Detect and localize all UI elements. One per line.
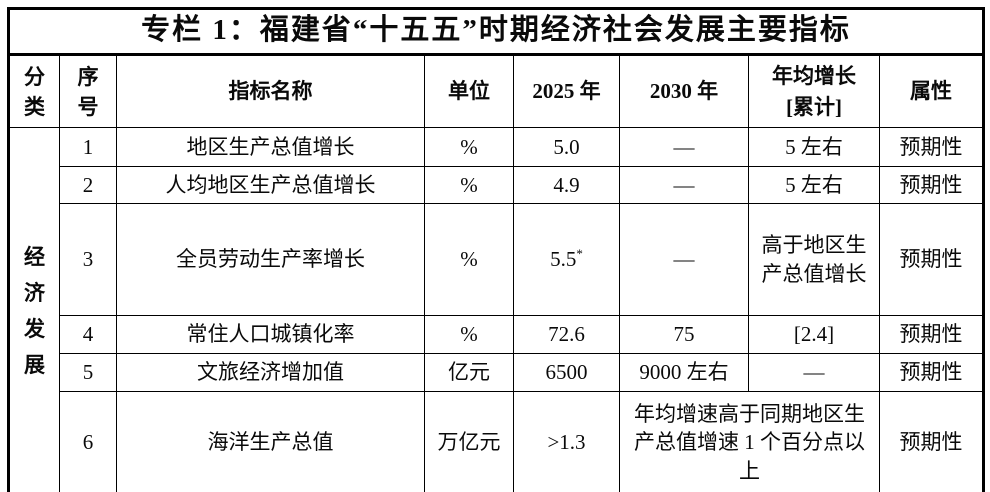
footnote-asterisk: * [576,246,583,262]
col-header-growth: 年均增长 [累计] [748,54,880,129]
unit-value: % [424,127,514,168]
table-row-4: 4 常住人口城镇化率 % 72.6 75 [2.4] 预期性 [9,315,985,355]
value-2030: — [619,166,749,205]
col-header-category-label: 分类 [24,64,45,119]
row-no: 2 [59,166,117,205]
attribute-value: 预期性 [878,166,985,205]
col-header-growth-line2: [累计] [786,94,842,119]
indicator-name: 文旅经济增加值 [116,353,425,393]
attribute-value: 预期性 [878,127,985,168]
unit-value: % [424,203,514,317]
growth-note-merged: 年均增速高于同期地区生产总值增速 1 个百分点以上 [619,391,880,492]
row-no: 4 [59,315,117,355]
indicator-name: 海洋生产总值 [116,391,425,492]
header-row: 分类 序号 指标名称 单位 2025 年 2030 年 年均增长 [累计] 属性 [8,54,985,129]
value-2025: >1.3 [513,391,620,492]
col-header-no: 序号 [59,54,117,129]
value-2025: 72.6 [513,315,620,355]
category-cell: 经济发展 [8,127,60,492]
value-2030: 9000 左右 [619,353,749,393]
indicators-table: 专栏 1：福建省“十五五”时期经济社会发展主要指标 分类 序号 指标名称 单位 … [7,7,986,492]
row-no: 6 [59,391,117,492]
title-row: 专栏 1：福建省“十五五”时期经济社会发展主要指标 [7,7,985,57]
unit-value: % [424,166,514,205]
col-header-indicator: 指标名称 [116,54,425,129]
value-2030: — [619,203,749,317]
growth-value: 5 左右 [748,166,880,205]
indicator-name: 常住人口城镇化率 [116,315,425,355]
table-title: 专栏 1：福建省“十五五”时期经济社会发展主要指标 [7,7,985,57]
value-2025-number: 5.5 [550,247,577,272]
value-2030: 75 [619,315,749,355]
value-2030: — [619,127,749,168]
col-header-attribute: 属性 [878,54,985,129]
value-2025: 6500 [513,353,620,393]
row-no: 3 [59,203,117,317]
col-header-unit: 单位 [424,54,514,129]
table-row-5: 5 文旅经济增加值 亿元 6500 9000 左右 — 预期性 [9,353,985,393]
indicator-name: 人均地区生产总值增长 [116,166,425,205]
unit-value: % [424,315,514,355]
value-2025: 5.0 [513,127,620,168]
col-header-category: 分类 [8,54,60,129]
value-2025: 5.5* [513,203,620,317]
table-row-2: 2 人均地区生产总值增长 % 4.9 — 5 左右 预期性 [9,166,985,205]
attribute-value: 预期性 [878,391,985,492]
growth-value: 5 左右 [748,127,880,168]
attribute-value: 预期性 [878,315,985,355]
category-label: 经济发展 [24,244,45,377]
unit-value: 亿元 [424,353,514,393]
col-header-no-label: 序号 [77,64,99,119]
row-no: 5 [59,353,117,393]
indicator-name: 地区生产总值增长 [116,127,425,168]
growth-value: — [748,353,880,393]
unit-value: 万亿元 [424,391,514,492]
indicator-name: 全员劳动生产率增长 [116,203,425,317]
attribute-value: 预期性 [878,203,985,317]
col-header-2025: 2025 年 [513,54,620,129]
attribute-value: 预期性 [878,353,985,393]
row-no: 1 [59,127,117,168]
table-row-1: 经济发展 1 地区生产总值增长 % 5.0 — 5 左右 预期性 [8,127,985,492]
growth-value: [2.4] [748,315,880,355]
value-2025: 4.9 [513,166,620,205]
table-row-6: 6 海洋生产总值 万亿元 >1.3 年均增速高于同期地区生产总值增速 1 个百分… [9,391,985,492]
growth-value: 高于地区生产总值增长 [748,203,880,317]
table-row-3: 3 全员劳动生产率增长 % 5.5* — 高于地区生产总值增长 预期性 [9,203,985,317]
col-header-growth-line1: 年均增长 [772,63,856,88]
col-header-2030: 2030 年 [619,54,749,129]
